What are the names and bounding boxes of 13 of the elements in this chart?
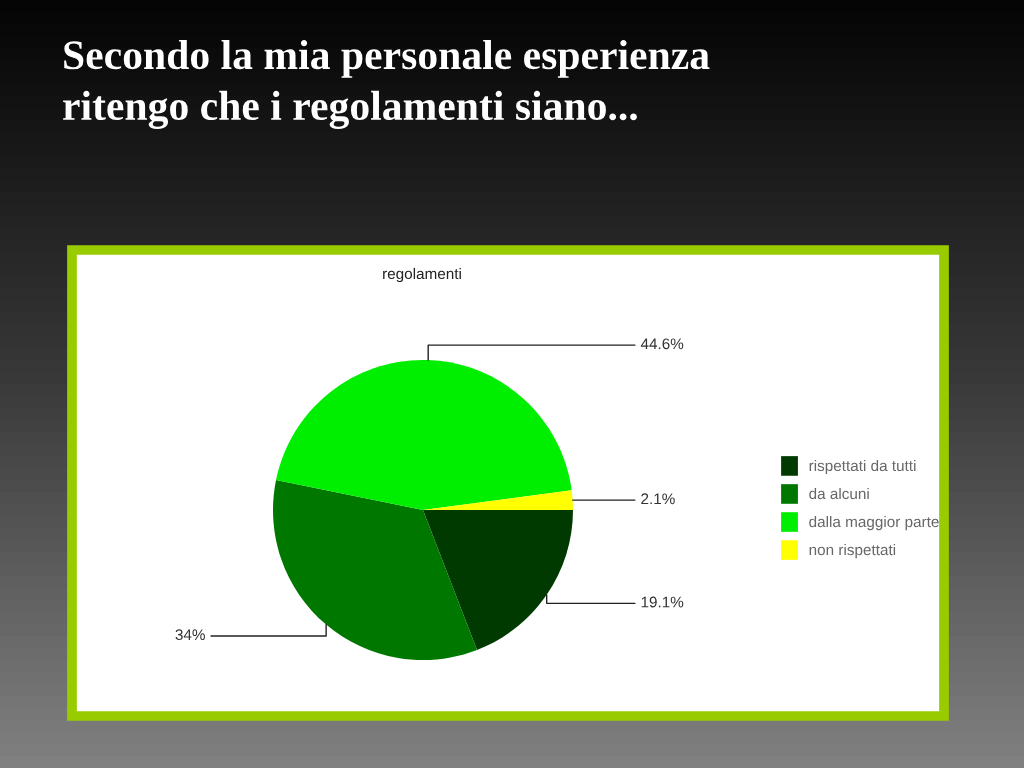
chart-subtitle: regolamenti <box>383 267 461 283</box>
pie-slice <box>423 510 573 650</box>
data-label: 19.1% <box>641 596 684 608</box>
data-label: 34% <box>175 629 205 641</box>
chart-title: Secondo la mia personale esperienza ritengo che i regolamenti siano... <box>63 40 710 129</box>
legend-label: dalla maggior parte <box>809 515 939 531</box>
pie-slice <box>273 479 477 660</box>
legend-label: non rispettati <box>809 543 896 559</box>
legend-label: rispettati da tutti <box>809 459 916 475</box>
pie-slice <box>276 360 572 510</box>
data-label: 2.1% <box>641 493 675 505</box>
data-label: 44.6% <box>640 338 684 350</box>
legend-label: da alcuni <box>809 487 869 500</box>
